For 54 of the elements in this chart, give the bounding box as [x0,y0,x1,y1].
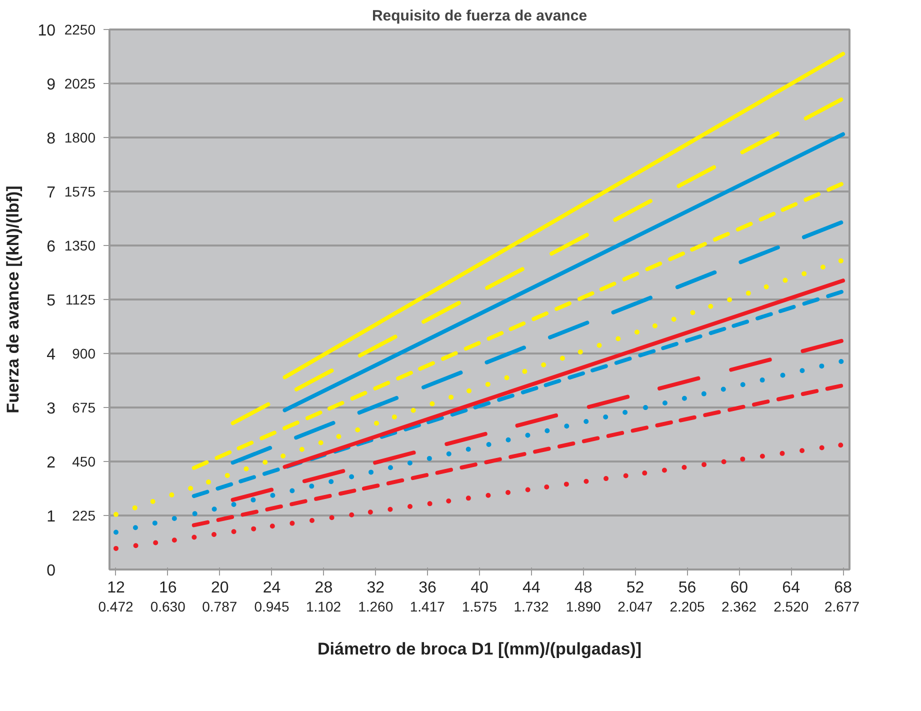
x-tick-label: 48 [574,580,592,596]
y2-tick-label: 2025 [64,76,96,92]
y-axis-title: Fuerza de avance [(kN)/(lbf)] [4,186,23,414]
x-tick-label: 60 [730,580,748,596]
y2-tick-label: 900 [72,346,96,362]
y-tick-label: 0 [46,562,56,580]
y-tick-label: 6 [46,238,56,256]
x2-tick-label: 1.417 [410,598,446,614]
x-tick-label: 68 [834,580,852,596]
x-tick-label: 36 [418,580,437,596]
x2-tick-label: 1.890 [566,598,602,614]
x-tick-label: 40 [470,580,488,596]
y-tick-label: 10 [38,22,56,40]
x-axis-title: Diámetro de broca D1 [(mm)/(pulgadas)] [318,640,642,658]
x2-tick-label: 1.102 [306,598,342,614]
chart-title: Requisito de fuerza de avance [372,8,588,24]
x-tick-label: 52 [626,580,644,596]
y2-tick-label: 675 [72,400,96,416]
y-tick-label: 2 [46,454,56,472]
y-tick-label: 8 [46,130,56,148]
x2-tick-label: 0.630 [150,598,186,614]
x-tick-label: 12 [107,580,125,596]
x-tick-label: 32 [366,580,385,596]
y2-tick-label: 450 [72,454,96,470]
y2-tick-label: 1350 [64,238,96,254]
x2-tick-label: 1.575 [462,598,498,614]
x2-tick-label: 0.472 [98,598,134,614]
y2-tick-label: 1575 [64,184,96,200]
x-tick-label: 16 [159,580,177,596]
x-tick-label: 44 [522,580,540,596]
y2-tick-label: 2250 [64,22,96,38]
x2-tick-label: 2.047 [618,598,653,614]
y2-tick-label: 1125 [65,292,96,308]
y2-tick-label: 1800 [64,130,96,146]
y-tick-label: 7 [46,184,56,202]
x2-tick-label: 0.787 [202,598,238,614]
x-tick-label: 56 [678,580,696,596]
x2-tick-label: 1.260 [358,598,394,614]
y-tick-label: 4 [46,346,56,364]
x-tick-label: 24 [262,580,281,596]
y2-tick-label: 225 [72,508,96,524]
y-tick-label: 9 [46,76,56,94]
x2-tick-label: 2.520 [774,598,809,614]
x2-tick-label: 2.205 [670,598,705,614]
x-tick-label: 28 [314,580,333,596]
y-tick-label: 3 [46,400,56,418]
x2-tick-label: 2.362 [722,598,757,614]
x2-tick-label: 0.945 [254,598,290,614]
x2-tick-label: 1.732 [514,598,550,614]
x-tick-label: 64 [782,580,800,596]
y-tick-label: 1 [46,508,56,526]
y-tick-label: 5 [46,292,56,310]
x-tick-label: 20 [210,580,229,596]
x2-tick-label: 2.677 [824,598,860,614]
